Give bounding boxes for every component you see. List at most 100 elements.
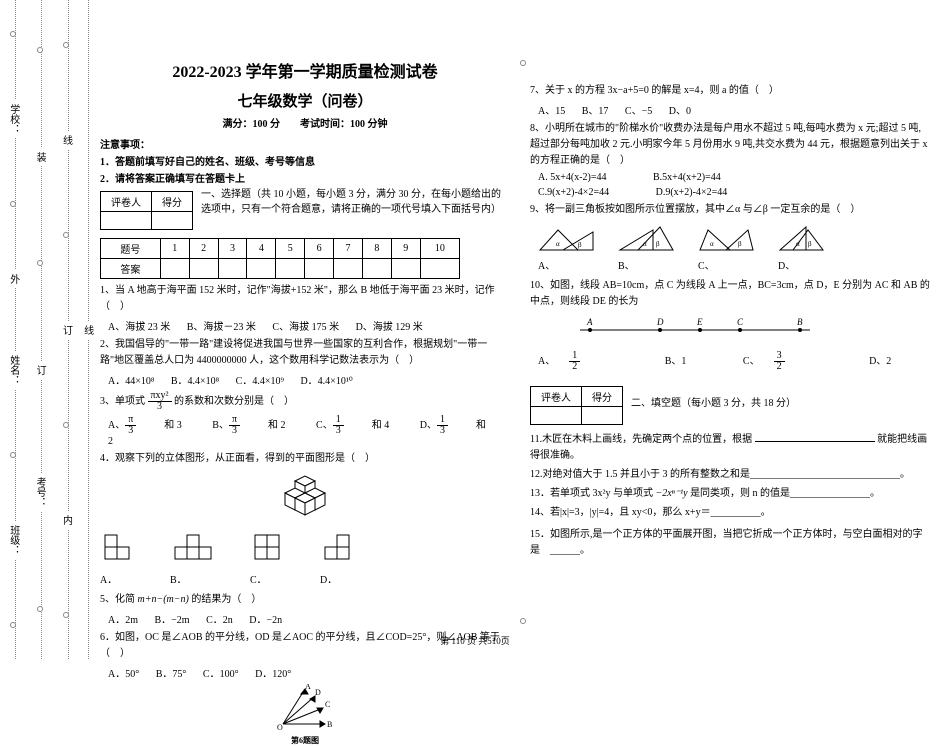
svg-text:β: β (656, 240, 660, 248)
fold-mark-icon (520, 60, 526, 66)
triangle-pair-icon: αβ (618, 222, 678, 254)
q9-opt-b: αβ B、 (618, 222, 678, 272)
fold-mark-icon (520, 618, 526, 624)
q10-opt-b: B、1 (665, 356, 687, 367)
binding-margin: 学校： 外 姓名： 班级： 装 订 考号： 线 订 内 线 (0, 0, 95, 659)
q1-opt-b: B、海拔－23 米 (187, 322, 256, 333)
binding-col-2: 装 订 考号： (26, 0, 52, 659)
bind-label-ding: 订 (32, 361, 47, 379)
page-footer: 第 110 页 共510页 (440, 634, 509, 647)
grid-label-ans: 答案 (101, 259, 161, 279)
q1-opt-d: D、海拔 129 米 (356, 322, 423, 333)
bind-label-outer: 外 (6, 270, 21, 288)
q2-opt-c: C．4.4×10⁹ (236, 376, 284, 387)
triangle-pair-icon: αβ (778, 222, 828, 254)
q7-opt-b: B、17 (582, 106, 609, 117)
q7-options: A、15 B、17 C、−5 D、0 (538, 102, 930, 117)
q10-figure: A D E C B (570, 316, 930, 343)
bind-field-class: 班级： (6, 521, 21, 559)
q2-opt-d: D．4.4×10¹⁰ (300, 376, 352, 387)
grid-col: 2 (189, 239, 218, 259)
q10-opt-c: C、32 (743, 356, 813, 367)
grid-col: 8 (362, 239, 391, 259)
q10-options: A、12 B、1 C、32 D、2 (538, 351, 930, 372)
note-2: 2．请将答案正确填写在答题卡上 (100, 170, 510, 185)
svg-text:D: D (656, 317, 664, 327)
q8-opt-a: A. 5x+4(x-2)=44 (538, 172, 607, 183)
q1-opt-a: A、海拔 23 米 (108, 322, 170, 333)
notes-heading: 注意事项： (100, 136, 510, 151)
q3-options: A、π3和 3 B、π3和 2 C、13和 4 D、13和 2 (108, 415, 510, 447)
grid-col: 9 (391, 239, 420, 259)
q5-options: A．2m B．−2m C．2n D．−2n (108, 611, 510, 626)
q4-opt-d: D． (320, 530, 360, 586)
q4-options: A． B． C． D． (100, 530, 510, 586)
q8-options-row2: C.9(x+2)-4×2=44 D.9(x+2)-4×2=44 (538, 187, 930, 198)
svg-text:C: C (737, 317, 744, 327)
scorebox-section2: 评卷人得分 (530, 386, 623, 425)
q4-opt-a: A． (100, 530, 140, 586)
q8-text: 8、小明所在城市的"阶梯水价"收费办法是每户用水不超过 5 吨,每吨水费为 x … (530, 121, 930, 169)
number-line-icon: A D E C B (570, 316, 820, 340)
q12-text: 12.对绝对值大于 1.5 并且小于 3 的所有整数之和是___________… (530, 467, 930, 483)
exam-meta: 满分：100 分 考试时间：100 分钟 (100, 115, 510, 130)
q3-opt-b: B、π3和 2 (212, 420, 299, 431)
bind-field-name: 姓名： (6, 351, 21, 389)
svg-text:α: α (643, 240, 647, 248)
grid-col: 1 (160, 239, 189, 259)
cube-stack-icon (275, 471, 335, 521)
svg-text:O: O (277, 723, 283, 732)
q6-opt-a: A．50° (108, 669, 139, 680)
svg-text:β: β (738, 240, 742, 248)
exam-subtitle: 七年级数学（问卷） (100, 90, 510, 111)
section2-description: 二、填空题（每小题 3 分，共 18 分） (631, 382, 930, 411)
grid-col: 5 (276, 239, 305, 259)
q6-options: A．50° B．75° C．100° D．120° (108, 665, 510, 680)
q2-opt-a: A．44×10⁸ (108, 376, 154, 387)
q6-figure: A D C B O 第6题图 (100, 684, 510, 746)
answer-grid: 题号 1 2 3 4 5 6 7 8 9 10 答案 (100, 238, 460, 279)
bind-label-xian: 线 (58, 131, 73, 149)
q8-opt-b: B.5x+4(x+2)=44 (653, 172, 721, 183)
q2-text: 2、我国倡导的"一带一路"建设将促进我国与世界一些国家的互利合作，根据规划"一带… (100, 337, 510, 369)
q9-opt-c: αβ C、 (698, 222, 758, 272)
q7-opt-c: C、−5 (625, 106, 652, 117)
binding-col-1: 学校： 外 姓名： 班级： (0, 0, 26, 659)
q9-text: 9、将一副三角板按如图所示位置摆放，其中∠α 与∠β 一定互余的是（ ） (530, 202, 930, 218)
section1-description: 一、选择题（共 10 小题，每小题 3 分，满分 30 分，在每小题给出的选项中… (201, 187, 510, 217)
svg-text:D: D (315, 688, 321, 697)
q6-opt-c: C．100° (203, 669, 239, 680)
q5-opt-d: D．−2n (249, 615, 282, 626)
q7-opt-d: D、0 (669, 106, 691, 117)
q4-3d-figure (100, 471, 510, 524)
svg-text:α: α (556, 240, 560, 248)
q4-opt-b: B． (170, 530, 220, 586)
q1-opt-c: C、海拔 175 米 (272, 322, 339, 333)
q6-opt-b: B．75° (156, 669, 187, 680)
bind-label-zhuang: 装 (32, 148, 47, 166)
q3-opt-c: C、13和 4 (316, 420, 403, 431)
q13-text: 13．若单项式 3x²y 与单项式 −2xⁿ⁻¹y 是同类项，则 n 的值是__… (530, 486, 930, 502)
q8-opt-c: C.9(x+2)-4×2=44 (538, 187, 609, 198)
q10-opt-d: D、2 (869, 356, 891, 367)
q4-opt-c: C． (250, 530, 290, 586)
scorebox-section1: 评卷人得分 (100, 191, 193, 230)
q8-options-row1: A. 5x+4(x-2)=44 B.5x+4(x+2)=44 (538, 172, 930, 183)
svg-text:α: α (796, 240, 800, 248)
grid-col: 7 (334, 239, 363, 259)
scorebox-grader: 评卷人 (101, 192, 152, 212)
bind-label-xian2: 线 (80, 321, 95, 339)
grid-col: 10 (420, 239, 459, 259)
q3-opt-a: A、π3和 3 (108, 420, 196, 431)
q14-text: 14、若|x|=3，|y|=4，且 xy<0，那么 x+y＝__________… (530, 505, 930, 521)
svg-text:B: B (797, 317, 803, 327)
q7-text: 7、关于 x 的方程 3x−a+5=0 的解是 x=4，则 a 的值（ ） (530, 83, 930, 99)
q5-opt-b: B．−2m (155, 615, 190, 626)
q7-opt-a: A、15 (538, 106, 565, 117)
grid-col: 6 (305, 239, 334, 259)
svg-text:β: β (578, 241, 582, 249)
grid-col: 3 (218, 239, 247, 259)
binding-col-3: 线 订 内 (53, 0, 79, 659)
exam-title: 2022-2023 学年第一学期质量检测试卷 (100, 58, 510, 82)
fill-blank[interactable] (755, 432, 875, 442)
